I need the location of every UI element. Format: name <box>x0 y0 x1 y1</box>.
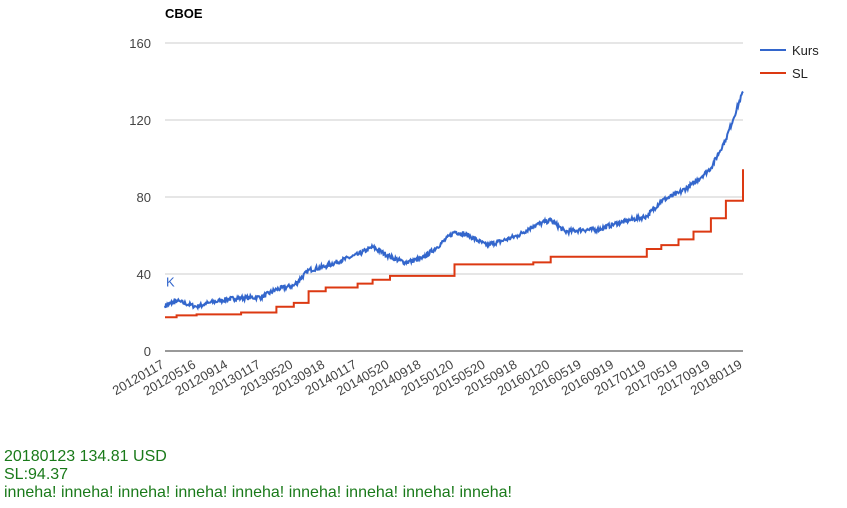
y-tick-label: 120 <box>129 113 151 128</box>
x-axis-ticks: 2012011720120516201209142013011720130520… <box>110 357 745 399</box>
y-tick-label: 40 <box>137 267 151 282</box>
chart-area: 0 40 80 120 160 20120117 20120516 20120914 2013… <box>110 6 819 399</box>
stoploss-line: SL:94.37 <box>4 466 69 483</box>
info-panel: 20180123 134.81 USD SL:94.37 inneha! inn… <box>4 448 512 502</box>
chart-annotation: K <box>166 275 175 290</box>
y-tick-label: 160 <box>129 36 151 51</box>
legend-label-sl: SL <box>792 66 808 81</box>
legend: Kurs SL <box>760 43 819 81</box>
status-line: inneha! inneha! inneha! inneha! inneha! … <box>4 484 512 501</box>
gridlines <box>165 42 743 352</box>
series-line-kurs <box>164 90 744 311</box>
y-tick-label: 0 <box>144 344 151 359</box>
line-chart: 0 40 80 120 160 2012011720120516201209142013… <box>110 6 819 399</box>
price-line: 20180123 134.81 USD <box>4 448 167 465</box>
y-axis-ticks: 0 40 80 120 160 <box>129 36 151 359</box>
y-tick-label: 80 <box>137 190 151 205</box>
series-line-sl <box>165 169 744 319</box>
legend-label-kurs: Kurs <box>792 43 819 58</box>
series-lines <box>164 90 744 319</box>
chart-title: CBOE <box>165 6 203 21</box>
